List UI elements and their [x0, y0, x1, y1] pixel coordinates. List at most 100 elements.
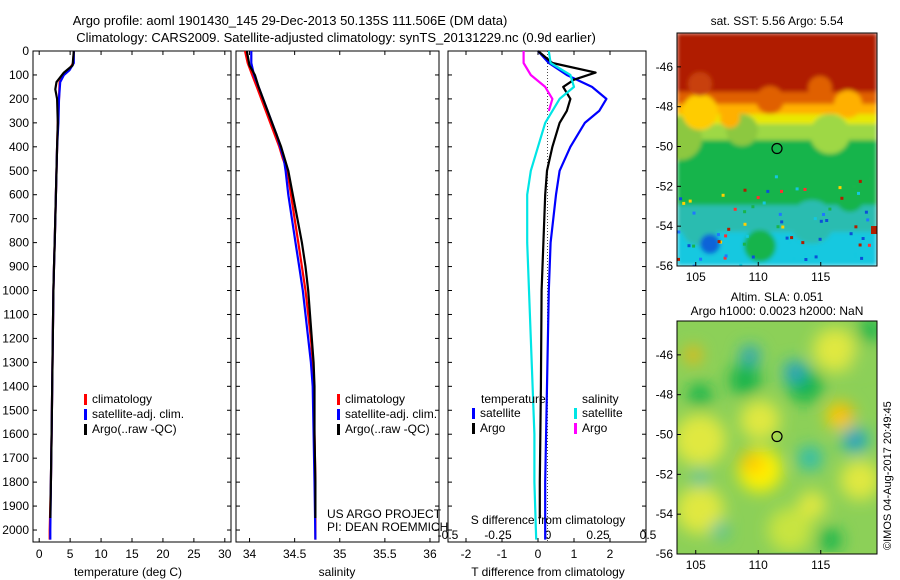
sst-pixel — [774, 175, 778, 179]
sst-profile-location-marker — [771, 142, 783, 155]
s-tick-label: 0 — [545, 528, 552, 542]
x-tick-label: 34.5 — [283, 547, 307, 561]
map-y-tick-label: -50 — [656, 140, 674, 154]
x-tick-label: 20 — [156, 547, 170, 561]
s-tick-label: -0.5 — [438, 528, 459, 542]
sst-band — [677, 114, 877, 124]
sla-blob — [740, 400, 780, 440]
sla-map-frame — [676, 320, 878, 555]
sla-blob — [838, 407, 852, 421]
sst-pixel — [743, 210, 747, 214]
sst-map-panel: sat. SST: 5.56 Argo: 5.54 105 110 115 -46 -4… — [656, 14, 878, 284]
sst-pixel — [766, 189, 770, 193]
sst-pixel — [679, 197, 683, 201]
y-tick-label: 1400 — [2, 379, 29, 393]
sst-pixel — [828, 207, 832, 211]
sst-pixel — [756, 196, 760, 200]
sla-blob — [818, 528, 842, 552]
sst-pixel — [677, 257, 680, 261]
sst-pixel — [803, 188, 807, 191]
map-y-tick-label: -54 — [656, 507, 674, 521]
sst-pixel — [840, 196, 844, 200]
salinity-xlabel: salinity — [319, 565, 356, 579]
sst-pixel — [861, 237, 865, 240]
sst-pixel — [739, 263, 743, 266]
y-tick-label: 2000 — [2, 523, 29, 537]
x-tick-label: 5 — [67, 547, 74, 561]
sst-blob — [808, 76, 832, 100]
map-y-tick-label: -48 — [656, 100, 674, 114]
sst-pixel — [692, 264, 696, 266]
y-tick-label: 1300 — [2, 355, 29, 369]
y-tick-label: 100 — [9, 68, 29, 82]
sst-pixel — [733, 207, 737, 211]
sla-blobs — [677, 321, 877, 552]
sst-pixel — [751, 205, 755, 209]
y-tick-label: 300 — [9, 116, 29, 130]
sla-blob — [840, 460, 877, 500]
y-tick-label: 0 — [22, 44, 29, 58]
sst-pixel — [867, 243, 871, 247]
x-tick-label: 0 — [535, 547, 542, 561]
sst-pixel — [854, 225, 858, 229]
temperature-profile-panel: 0100200300400500600700800900100011001200… — [2, 44, 646, 579]
map-y-tick-label: -46 — [656, 348, 674, 362]
sst-blob — [790, 200, 834, 244]
map-x-tick-label: 105 — [686, 270, 706, 284]
sst-blob — [720, 108, 740, 128]
salinity-axis-ticks: 34 34.5 35 35.5 36 — [243, 51, 437, 561]
x-tick-label: 36 — [423, 547, 437, 561]
sst-pixel — [858, 179, 862, 183]
map-y-tick-label: -50 — [656, 428, 674, 442]
sst-pixel — [716, 233, 720, 237]
legend-label: Argo — [480, 421, 506, 435]
temperature-series-lines — [48, 50, 75, 540]
map-x-tick-label: 110 — [749, 558, 768, 572]
sst-pixel — [721, 193, 725, 197]
sst-blob — [838, 236, 866, 264]
salinity-axes-box — [235, 50, 440, 543]
y-tick-label: 1900 — [2, 499, 29, 513]
map-x-tick-label: 110 — [749, 270, 768, 284]
depth-axis-ticks: 0 100 200 300 400 500 600 700 800 900 1000 1100 1200… — [2, 44, 646, 537]
legend-swatch — [84, 409, 87, 420]
sla-blob — [798, 491, 826, 519]
series-line-argo — [537, 50, 597, 518]
sla-map-title-1: Altim. SLA: 0.051 — [731, 290, 824, 304]
map-y-tick-label: -56 — [656, 259, 674, 273]
legend-swatch — [337, 424, 340, 435]
map-y-tick-label: -54 — [656, 219, 674, 233]
map-x-tick-label: 115 — [811, 558, 830, 572]
s-tick-label: 0.5 — [640, 528, 657, 542]
sst-pixel — [804, 258, 808, 261]
salinity-series-lines — [243, 50, 317, 540]
sst-blob — [834, 90, 862, 118]
sst-pixel — [776, 225, 780, 229]
sla-map-title-2: Argo h1000: 0.0023 h2000: NaN — [691, 304, 864, 318]
sst-pixel — [699, 257, 703, 261]
legend-swatch — [472, 423, 475, 434]
temperature-axis-ticks: 0 5 10 15 20 25 30 — [36, 51, 232, 561]
map-x-tick-label: 115 — [811, 270, 830, 284]
map-y-tick-label: -52 — [656, 467, 674, 481]
legend-label: climatology — [92, 392, 152, 406]
sst-pixel — [717, 240, 721, 244]
y-tick-label: 500 — [9, 164, 29, 178]
sst-pixel — [803, 253, 807, 257]
salinity-profile-panel: 34 34.5 35 35.5 36 climatologysatellite-adj.… — [235, 50, 448, 579]
sst-pixel — [780, 189, 783, 193]
x-tick-label: 35 — [333, 547, 347, 561]
title-line-1: Argo profile: aoml 1901430_145 29-Dec-20… — [73, 13, 508, 28]
sla-blob — [848, 433, 862, 447]
y-tick-label: 1800 — [2, 475, 29, 489]
sst-pixel — [743, 222, 747, 226]
map-y-tick-label: -56 — [656, 547, 674, 561]
y-tick-label: 1100 — [3, 307, 29, 321]
sst-pixel — [745, 234, 749, 238]
legend-swatch — [84, 424, 87, 435]
sla-blob — [685, 347, 701, 363]
sla-blob — [788, 365, 802, 379]
sst-blob — [688, 72, 712, 96]
y-tick-label: 600 — [9, 188, 29, 202]
